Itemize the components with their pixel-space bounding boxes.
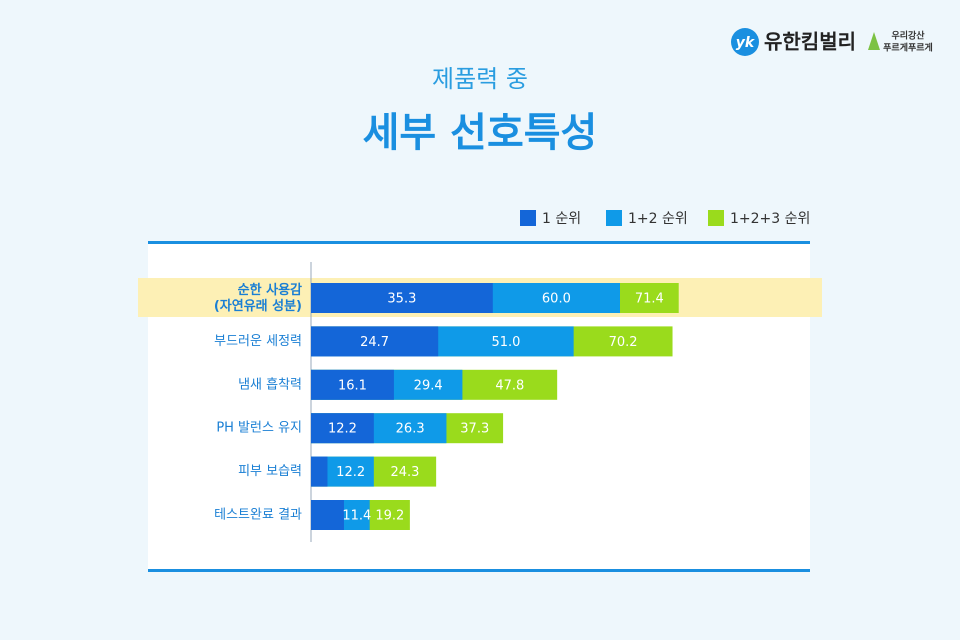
legend-swatch — [606, 210, 622, 226]
subtitle: 제품력 중 — [432, 65, 528, 93]
value-label: 26.3 — [396, 422, 425, 437]
value-label: 51.0 — [491, 335, 520, 350]
panel-bottom-rule — [148, 569, 810, 572]
bar — [311, 413, 374, 444]
bar — [311, 369, 394, 400]
category-label: 순한 사용감 (자연유래 성분) — [214, 282, 302, 314]
legend-label: 1 순위 — [542, 211, 581, 227]
value-label: 35.3 — [387, 292, 416, 307]
category-label: 냄새 흡착력 — [238, 377, 302, 392]
category-label: 피부 보습력 — [238, 464, 302, 479]
bar — [311, 456, 328, 487]
value-label: 11.4 — [342, 509, 371, 524]
panel-top-rule — [148, 241, 810, 244]
value-label: 12.2 — [328, 422, 357, 437]
logo: yk 유한킴벌리 우리강산 푸르게푸르게 — [731, 28, 933, 56]
value-label: 71.4 — [635, 292, 664, 307]
value-label: 24.7 — [360, 335, 389, 350]
tagline: 우리강산 — [891, 30, 925, 42]
tree-icon — [868, 32, 880, 50]
bar — [311, 326, 439, 357]
brand-name: 유한킴벌리 — [764, 30, 856, 54]
value-label: 19.2 — [375, 509, 404, 524]
value-label: 12.2 — [336, 465, 365, 480]
chart-title: 세부 선호특성 — [363, 110, 598, 156]
category-label: 테스트완료 결과 — [214, 508, 302, 523]
value-label: 37.3 — [460, 422, 489, 437]
tagline: 푸르게푸르게 — [883, 42, 933, 54]
logo-icon-mark: yk — [736, 35, 756, 51]
category-label: 부드러운 세정력 — [214, 334, 302, 349]
category-label: PH 발런스 유지 — [216, 421, 302, 436]
bar — [311, 283, 493, 313]
bar — [311, 500, 344, 530]
value-label: 60.0 — [542, 292, 571, 307]
legend-swatch — [708, 210, 724, 226]
value-label: 47.8 — [495, 378, 524, 393]
value-label: 70.2 — [609, 335, 638, 350]
legend-swatch — [520, 210, 536, 226]
value-label: 16.1 — [338, 378, 367, 393]
legend-label: 1+2+3 순위 — [730, 211, 810, 227]
legend-label: 1+2 순위 — [628, 211, 688, 227]
logo-icon — [731, 28, 759, 56]
value-label: 24.3 — [391, 465, 420, 480]
value-label: 29.4 — [414, 378, 443, 393]
